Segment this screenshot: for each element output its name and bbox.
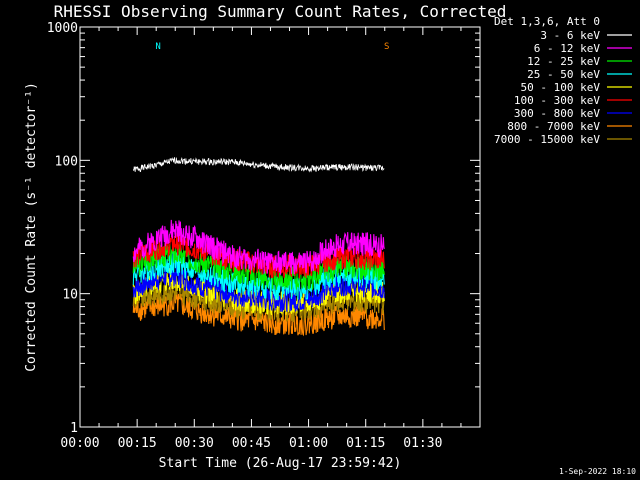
legend-title: Det 1,3,6, Att 0: [494, 15, 600, 28]
x-tick-label-1: 00:15: [118, 436, 157, 451]
series-line-8: [132, 280, 385, 323]
x-tick-label-6: 01:30: [403, 436, 442, 451]
legend-label-2: 12 - 25 keV: [527, 55, 600, 68]
y-axis-label: Corrected Count Rate (s⁻¹ detector⁻¹): [24, 82, 39, 372]
series-line-1: [132, 219, 385, 275]
plot-frame: [79, 26, 481, 428]
legend-label-6: 300 - 800 keV: [514, 107, 600, 120]
legend-label-0: 3 - 6 keV: [540, 29, 600, 42]
legend-label-7: 800 - 7000 keV: [507, 120, 600, 133]
y-tick-label-0: 1: [70, 421, 78, 436]
legend-label-8: 7000 - 15000 keV: [494, 133, 600, 146]
x-tick-label-3: 00:45: [232, 436, 271, 451]
legend-label-1: 6 - 12 keV: [534, 42, 601, 55]
ticks-layer: 00:00 00:15 00:30 00:45 01:00 01:15 01:30 1 10 10…: [47, 21, 480, 451]
axes-layer: [79, 26, 481, 428]
x-tick-label-0: 00:00: [60, 436, 99, 451]
x-tick-label-5: 01:15: [346, 436, 385, 451]
x-axis-label: Start Time (26-Aug-17 23:59:42): [159, 456, 402, 471]
y-tick-label-1: 10: [62, 288, 78, 303]
series-line-0: [132, 156, 385, 173]
y-tick-label-3: 1000: [47, 21, 78, 36]
legend-label-3: 25 - 50 keV: [527, 68, 600, 81]
annotation-label-0: N: [155, 42, 160, 52]
footer-date: 1-Sep-2022 18:10: [559, 467, 636, 476]
chart-title: RHESSI Observing Summary Count Rates, Co…: [54, 2, 507, 21]
x-tick-label-2: 00:30: [175, 436, 214, 451]
legend-label-4: 50 - 100 keV: [521, 81, 601, 94]
x-tick-label-4: 01:00: [289, 436, 328, 451]
annotation-label-1: S: [384, 42, 389, 52]
legend-label-5: 100 - 300 keV: [514, 94, 600, 107]
y-tick-label-2: 100: [55, 154, 78, 169]
